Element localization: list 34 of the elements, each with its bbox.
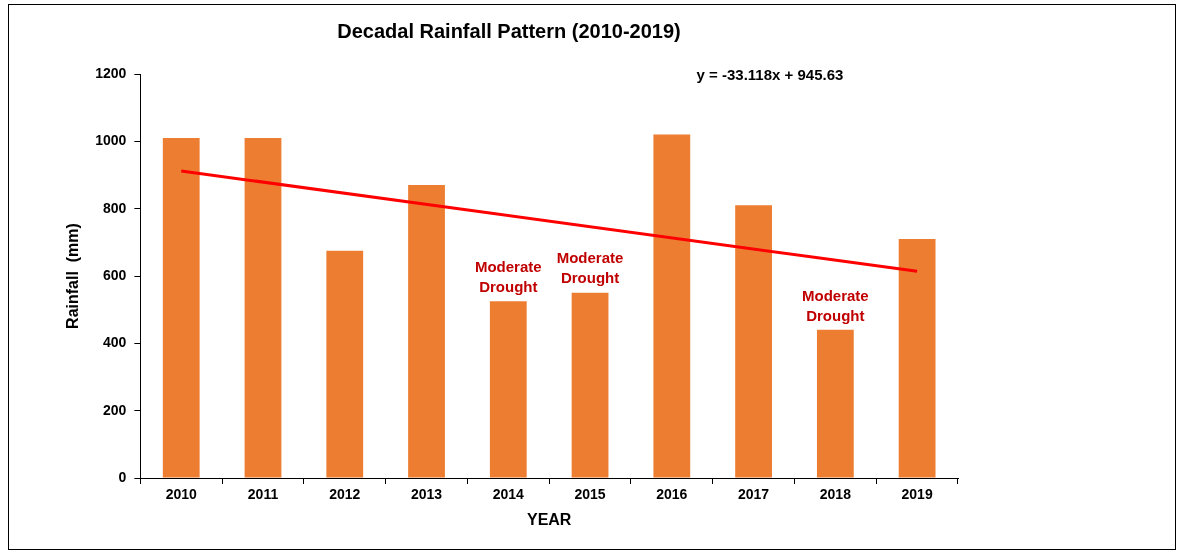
annotation: Moderate Drought xyxy=(474,257,542,295)
x-axis-title: YEAR xyxy=(526,510,572,528)
x-tick-label: 2015 xyxy=(574,486,606,503)
y-tick-label: 400 xyxy=(102,334,127,351)
annotation: Moderate Drought xyxy=(802,286,869,324)
bar xyxy=(408,185,445,478)
bar xyxy=(326,250,364,478)
bar xyxy=(816,329,854,478)
chart-title: Decadal Rainfall Pattern (2010-2019) xyxy=(337,19,681,42)
y-tick-label: 1000 xyxy=(95,132,127,149)
y-tick-label: 1200 xyxy=(95,64,127,81)
x-tick-label: 2012 xyxy=(329,486,361,503)
y-tick-label: 600 xyxy=(102,266,127,283)
y-tick-label: 800 xyxy=(102,199,127,216)
bar xyxy=(735,205,772,478)
y-tick-label: 200 xyxy=(102,401,127,418)
bar xyxy=(244,137,282,478)
x-tick-label: 2011 xyxy=(247,486,279,503)
bar xyxy=(898,238,936,478)
bar xyxy=(489,301,527,478)
x-tick-label: 2014 xyxy=(492,486,525,503)
y-axis-title: Rainfall (mm) xyxy=(64,223,82,329)
bar xyxy=(653,134,691,478)
annotation: Moderate Drought xyxy=(556,249,624,287)
x-tick-label: 2013 xyxy=(410,486,443,503)
x-tick-label: 2018 xyxy=(819,486,852,503)
x-tick-label: 2017 xyxy=(738,486,770,503)
bar xyxy=(162,137,200,478)
bar xyxy=(571,292,609,478)
annotation: y = -33.118x + 945.63 xyxy=(696,66,844,84)
x-tick-label: 2016 xyxy=(656,486,688,503)
y-tick-label: 0 xyxy=(118,468,127,485)
x-tick-label: 2010 xyxy=(165,486,198,503)
x-tick-label: 2019 xyxy=(901,486,933,503)
